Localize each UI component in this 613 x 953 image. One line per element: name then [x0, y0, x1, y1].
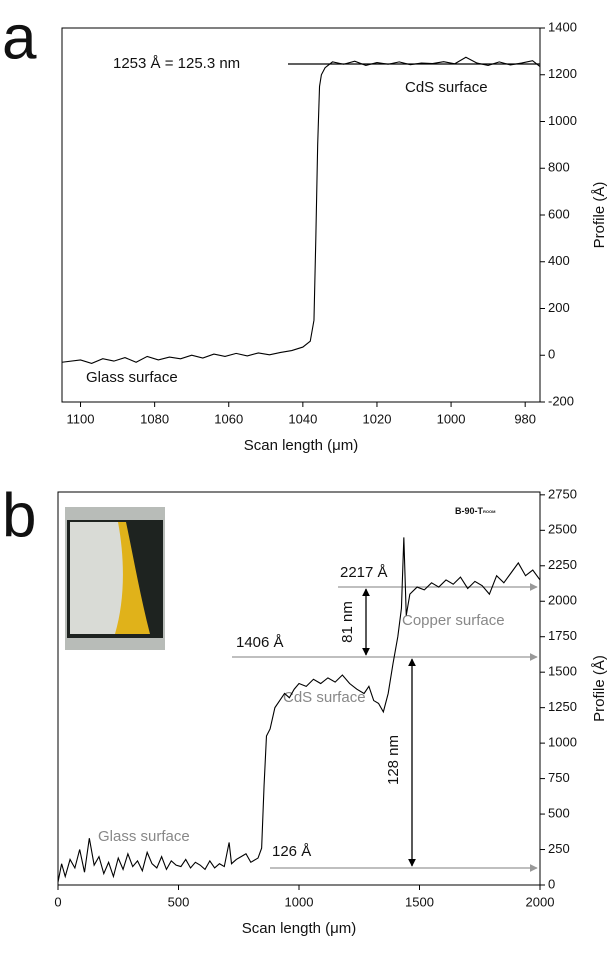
annotation: Copper surface	[402, 612, 505, 629]
inset-label: B-90-TROOM	[455, 506, 496, 516]
x-tick-label: 1000	[437, 411, 466, 426]
y-tick-label: 1750	[548, 628, 577, 643]
panel-label: a	[2, 3, 37, 72]
y-tick-label: -200	[548, 393, 574, 408]
x-tick-label: 2000	[526, 894, 555, 909]
annotation: 128 nm	[385, 735, 402, 785]
y-tick-label: 2000	[548, 593, 577, 608]
y-tick-label: 1500	[548, 664, 577, 679]
panel-label: b	[2, 481, 36, 550]
annotation: 1253 Å = 125.3 nm	[113, 55, 240, 72]
inset-photo	[65, 507, 165, 650]
y-tick-label: 750	[548, 770, 570, 785]
x-axis-label: Scan length (μm)	[244, 437, 359, 454]
annotation: 81 nm	[339, 601, 356, 643]
y-tick-label: 1400	[548, 19, 577, 34]
y-tick-label: 1200	[548, 66, 577, 81]
y-tick-label: 400	[548, 253, 570, 268]
x-tick-label: 500	[168, 894, 190, 909]
y-tick-label: 1000	[548, 735, 577, 750]
profile-line	[57, 537, 541, 883]
y-tick-label: 800	[548, 160, 570, 175]
annotation: 126 Å	[272, 843, 311, 860]
x-axis-label: Scan length (μm)	[242, 920, 357, 937]
y-tick-label: 0	[548, 347, 555, 362]
annotation: 1406 Å	[236, 634, 284, 651]
annotation: CdS surface	[283, 689, 366, 706]
y-tick-label: 2500	[548, 522, 577, 537]
y-tick-label: 200	[548, 300, 570, 315]
inset-label-main: B-90-T	[455, 506, 484, 516]
x-tick-label: 1060	[214, 411, 243, 426]
y-tick-label: 2250	[548, 557, 577, 572]
y-tick-label: 500	[548, 805, 570, 820]
x-tick-label: 0	[54, 894, 61, 909]
x-tick-label: 1000	[285, 894, 314, 909]
annotation: CdS surface	[405, 79, 488, 96]
y-tick-label: 250	[548, 841, 570, 856]
y-tick-label: 1000	[548, 113, 577, 128]
x-tick-label: 1100	[67, 411, 95, 426]
profile-line	[61, 56, 541, 365]
x-tick-label: 1080	[140, 411, 169, 426]
y-axis-label: Profile (Å)	[591, 655, 608, 722]
annotation: 2217 Å	[340, 564, 388, 581]
annotation: Glass surface	[86, 369, 178, 386]
y-axis-label: Profile (Å)	[591, 182, 608, 249]
x-tick-label: 1020	[363, 411, 392, 426]
inset-label-sub: ROOM	[483, 509, 496, 514]
x-tick-label: 980	[514, 411, 536, 426]
y-tick-label: 2750	[548, 486, 577, 501]
annotation: Glass surface	[98, 828, 190, 845]
y-tick-label: 1250	[548, 699, 577, 714]
y-tick-label: 600	[548, 206, 570, 221]
x-tick-label: 1500	[405, 894, 434, 909]
y-tick-label: 0	[548, 876, 555, 891]
x-tick-label: 1040	[288, 411, 317, 426]
